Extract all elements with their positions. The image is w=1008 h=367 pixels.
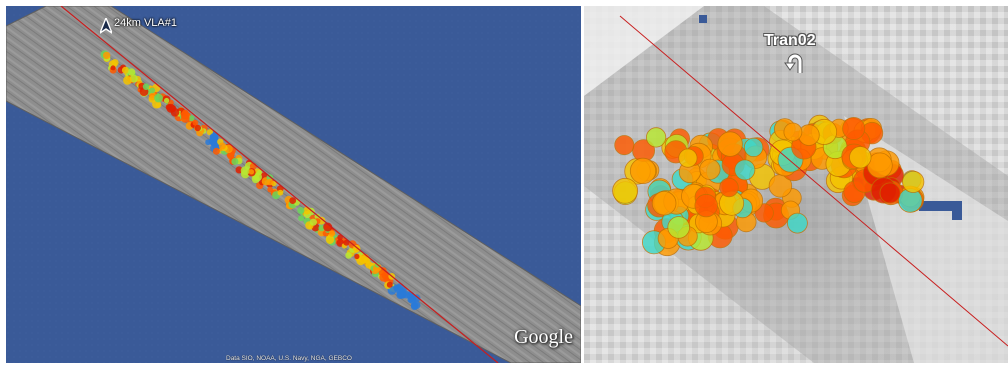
detection-point <box>149 87 156 94</box>
blue-marker <box>919 201 962 220</box>
detection-point <box>328 230 336 237</box>
detection-point <box>743 137 764 158</box>
detection-point <box>343 239 350 246</box>
detection-point <box>612 177 638 204</box>
detection-point <box>412 301 421 309</box>
track-line <box>619 15 1008 347</box>
detection-point <box>142 83 150 90</box>
detection-point <box>277 189 284 196</box>
detection-point <box>248 169 255 175</box>
detection-point <box>651 190 677 216</box>
right-map-canvas[interactable] <box>584 6 1008 363</box>
detection-point <box>849 146 872 169</box>
detection-point <box>359 255 368 264</box>
detection-point <box>345 252 352 259</box>
detection-point <box>902 170 925 193</box>
transect-label: Tran02 <box>764 32 816 49</box>
vla-marker-label: 24km VLA#1 <box>114 17 177 29</box>
detection-point <box>394 284 403 293</box>
detection-point <box>188 115 195 122</box>
detection-point <box>678 148 698 168</box>
track-line <box>60 6 499 363</box>
detection-point <box>694 193 718 218</box>
detection-point <box>667 216 690 239</box>
detection-point <box>354 253 360 260</box>
detection-point <box>110 65 116 71</box>
detection-point <box>786 212 808 234</box>
detection-point <box>289 197 297 205</box>
detection-point <box>266 178 274 186</box>
detection-point <box>629 157 657 184</box>
blue-marker <box>699 15 707 23</box>
left-map-canvas[interactable] <box>6 6 581 363</box>
google-logo: Google <box>514 326 573 348</box>
detection-point <box>208 138 216 146</box>
detection-point <box>163 97 170 104</box>
detection-point <box>111 59 119 67</box>
detection-point <box>406 291 415 300</box>
detection-point <box>842 117 866 141</box>
detection-point <box>182 109 189 117</box>
detection-point <box>318 224 325 232</box>
detection-point <box>121 66 129 74</box>
detection-points <box>100 50 421 311</box>
detection-point <box>123 76 132 85</box>
detection-point <box>645 127 667 148</box>
detection-point <box>155 102 162 108</box>
detection-point <box>879 182 901 204</box>
detection-point <box>218 142 226 150</box>
detection-point <box>194 124 201 132</box>
left-map-panel[interactable]: 24km VLA#1 Google Data SIO, NOAA, U.S. N… <box>6 6 581 363</box>
detection-point <box>386 281 393 288</box>
detection-point <box>154 93 163 103</box>
detection-point <box>298 215 305 222</box>
detection-point <box>165 104 172 111</box>
detection-point <box>325 235 335 244</box>
detection-point <box>127 68 136 76</box>
detection-point <box>212 147 220 155</box>
navigation-arrow-icon <box>100 18 112 34</box>
detection-point <box>231 158 239 165</box>
detection-point <box>337 234 343 241</box>
detection-point <box>181 114 190 123</box>
detection-point <box>103 51 111 60</box>
detection-point <box>297 206 305 215</box>
detection-point <box>717 131 743 157</box>
detection-point <box>256 169 263 176</box>
detection-point <box>192 119 199 126</box>
detection-point <box>699 158 721 180</box>
detection-points <box>612 114 925 257</box>
detection-point <box>309 218 317 226</box>
u-turn-arrow-icon <box>784 53 803 73</box>
detection-point <box>734 159 756 181</box>
map-attribution: Data SIO, NOAA, U.S. Navy, NGA, GEBCO <box>226 355 352 362</box>
detection-point <box>614 135 635 156</box>
detection-point <box>352 244 361 253</box>
detection-point <box>372 267 378 272</box>
detection-point <box>323 222 333 232</box>
right-map-panel[interactable]: Tran02 <box>584 6 1008 363</box>
detection-point <box>719 177 739 198</box>
detection-point <box>783 122 803 142</box>
detection-point <box>240 166 250 176</box>
